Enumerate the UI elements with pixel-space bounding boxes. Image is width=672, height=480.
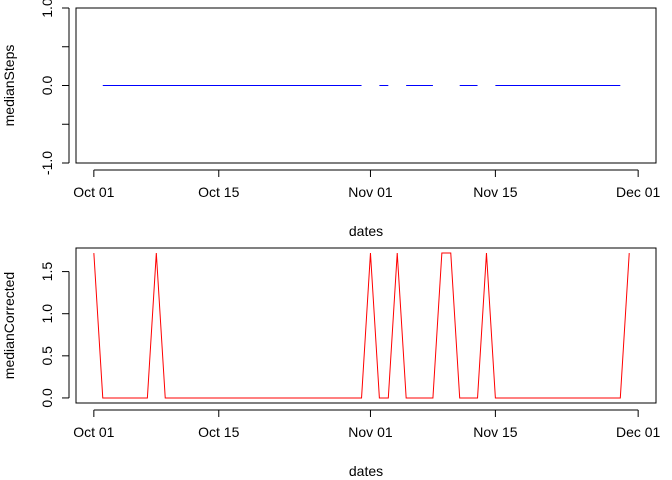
x-tick-label: Oct 15 [198, 424, 239, 440]
plot-frame [75, 7, 657, 164]
y-axis-label: medianSteps [1, 45, 17, 127]
x-tick-label: Dec 01 [616, 424, 661, 440]
x-tick-label: Dec 01 [616, 184, 661, 200]
x-tick-label: Nov 15 [473, 424, 518, 440]
x-tick-label: Nov 15 [473, 184, 518, 200]
x-tick-label: Nov 01 [348, 184, 393, 200]
x-tick-label: Oct 15 [198, 184, 239, 200]
x-tick-label: Nov 01 [348, 424, 393, 440]
y-tick-label: 0.5 [39, 346, 55, 366]
x-tick-label: Oct 01 [73, 184, 114, 200]
series-line [93, 252, 630, 399]
x-axis-label: dates [349, 463, 383, 479]
y-tick-label: 1.0 [39, 0, 55, 18]
y-tick-label: 1.5 [39, 262, 55, 282]
x-axis-label: dates [349, 223, 383, 239]
x-tick-label: Oct 01 [73, 424, 114, 440]
y-tick-label: 1.0 [39, 304, 55, 324]
y-tick-label: 0.0 [39, 76, 55, 96]
plot-frame [75, 247, 657, 404]
y-tick-label: -1.0 [39, 151, 55, 175]
y-axis-label: medianCorrected [1, 272, 17, 379]
y-tick-label: 0.0 [39, 388, 55, 408]
